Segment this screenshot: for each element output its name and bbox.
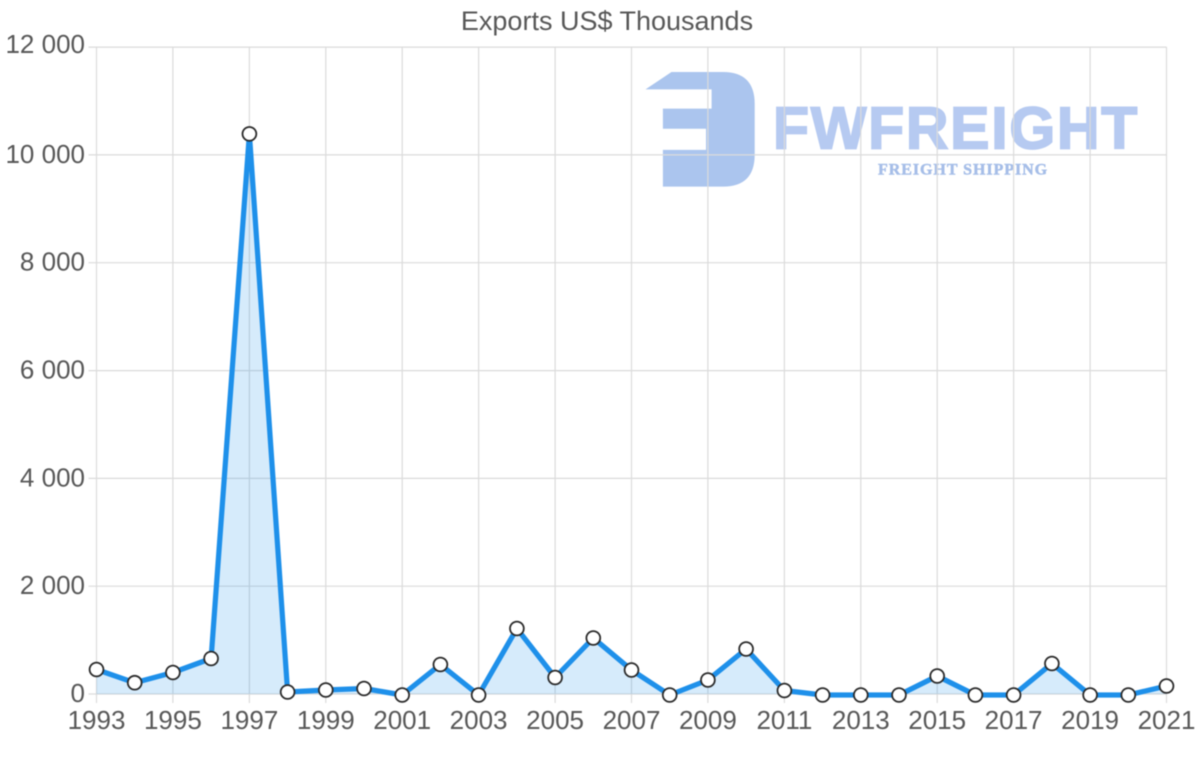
svg-text:1995: 1995 [144, 705, 202, 735]
svg-text:1993: 1993 [68, 705, 126, 735]
svg-text:10 000: 10 000 [5, 139, 85, 169]
svg-text:2007: 2007 [603, 705, 661, 735]
svg-text:2021: 2021 [1138, 705, 1196, 735]
svg-text:2019: 2019 [1061, 705, 1119, 735]
svg-text:4 000: 4 000 [20, 462, 85, 492]
svg-text:FWFREIGHT: FWFREIGHT [773, 96, 1139, 162]
svg-text:2001: 2001 [373, 705, 431, 735]
svg-text:12 000: 12 000 [5, 29, 85, 59]
svg-text:2013: 2013 [832, 705, 890, 735]
svg-text:2009: 2009 [679, 705, 737, 735]
svg-text:2003: 2003 [450, 705, 508, 735]
svg-text:2011: 2011 [756, 705, 812, 735]
svg-text:2005: 2005 [526, 705, 584, 735]
svg-text:Exports US$ Thousands: Exports US$ Thousands [461, 6, 753, 36]
svg-text:2015: 2015 [908, 705, 966, 735]
svg-text:2017: 2017 [985, 705, 1043, 735]
svg-text:1999: 1999 [297, 705, 355, 735]
svg-text:6 000: 6 000 [20, 355, 85, 385]
svg-text:1997: 1997 [220, 705, 278, 735]
svg-text:8 000: 8 000 [20, 247, 85, 277]
svg-text:2 000: 2 000 [20, 570, 85, 600]
svg-text:FREIGHT SHIPPING: FREIGHT SHIPPING [878, 162, 1048, 179]
svg-text:0: 0 [71, 678, 85, 708]
